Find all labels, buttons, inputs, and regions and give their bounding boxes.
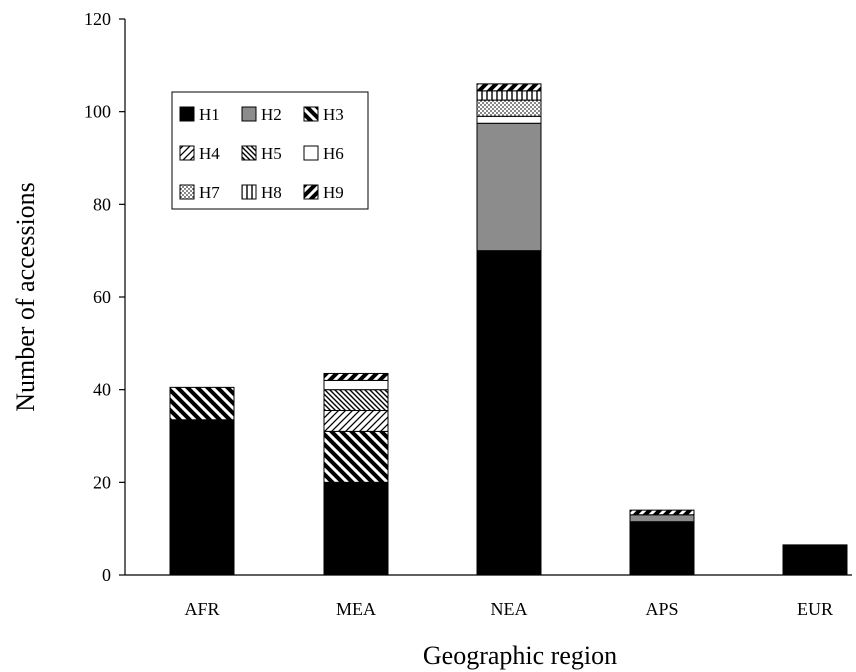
bar-segment-nea-h2 bbox=[476, 122, 542, 252]
bar-segment-nea-h1 bbox=[476, 250, 542, 576]
legend-label-h6: H6 bbox=[323, 144, 344, 163]
legend-swatch-h1 bbox=[179, 106, 195, 122]
bars-layer bbox=[169, 83, 848, 576]
x-tick-label-mea: MEA bbox=[336, 599, 376, 619]
y-tick-label: 20 bbox=[93, 472, 111, 492]
legend-swatch-h3 bbox=[303, 106, 319, 122]
y-tick-label: 40 bbox=[93, 380, 111, 400]
y-tick-label: 60 bbox=[93, 287, 111, 307]
x-tick-label-eur: EUR bbox=[797, 599, 833, 619]
bar-segment-nea-h9 bbox=[476, 83, 542, 92]
legend-label-h2: H2 bbox=[261, 105, 282, 124]
x-tick-label-aps: APS bbox=[645, 599, 678, 619]
legend-label-h3: H3 bbox=[323, 105, 344, 124]
bar-segment-aps-h2 bbox=[629, 514, 695, 523]
legend-label-h8: H8 bbox=[261, 183, 282, 202]
legend-frame bbox=[171, 91, 369, 210]
legend-label-h7: H7 bbox=[199, 183, 220, 202]
bar-segment-nea-h8 bbox=[476, 90, 542, 101]
legend-swatch-h5 bbox=[241, 145, 257, 161]
bar-segment-nea-h6 bbox=[476, 115, 542, 124]
y-tick-label: 80 bbox=[93, 194, 111, 214]
legend-swatch-h6 bbox=[303, 145, 319, 161]
legend-label-h5: H5 bbox=[261, 144, 282, 163]
legend: H1 H2 H3 H4 H5 H6 H7 H8 H9 bbox=[171, 91, 369, 210]
y-axis-title: Number of accessions bbox=[11, 182, 40, 412]
bar-segment-mea-h9 bbox=[323, 372, 389, 381]
legend-swatch-h4 bbox=[179, 145, 195, 161]
y-tick-label: 100 bbox=[84, 102, 111, 122]
ticks-layer: 0 20 40 60 80 100 120 AFR MEA NEA APS EUR bbox=[84, 9, 833, 619]
legend-label-h9: H9 bbox=[323, 183, 344, 202]
x-axis-title: Geographic region bbox=[423, 641, 617, 670]
bar-segment-afr-h1 bbox=[169, 419, 235, 576]
legend-swatch-h2 bbox=[241, 106, 257, 122]
legend-swatch-h7 bbox=[179, 184, 195, 200]
x-tick-label-afr: AFR bbox=[184, 599, 219, 619]
bar-segment-afr-h3 bbox=[169, 386, 235, 421]
y-tick-label: 0 bbox=[102, 565, 111, 585]
x-tick-label-nea: NEA bbox=[491, 599, 528, 619]
bar-segment-eur-h1 bbox=[782, 544, 848, 576]
legend-swatch-h8 bbox=[241, 184, 257, 200]
bar-segment-mea-h5 bbox=[323, 389, 389, 412]
bar-segment-mea-h1 bbox=[323, 481, 389, 576]
bar-segment-mea-h4 bbox=[323, 410, 389, 432]
bar-segment-aps-h1 bbox=[629, 521, 695, 576]
bar-segment-mea-h3 bbox=[323, 430, 389, 483]
legend-label-h1: H1 bbox=[199, 105, 220, 124]
legend-swatch-h9 bbox=[303, 184, 319, 200]
bar-segment-nea-h7 bbox=[476, 99, 542, 117]
legend-label-h4: H4 bbox=[199, 144, 220, 163]
bar-segment-aps-h9 bbox=[629, 509, 695, 516]
bar-segment-mea-h6 bbox=[323, 379, 389, 391]
y-tick-label: 120 bbox=[84, 9, 111, 29]
